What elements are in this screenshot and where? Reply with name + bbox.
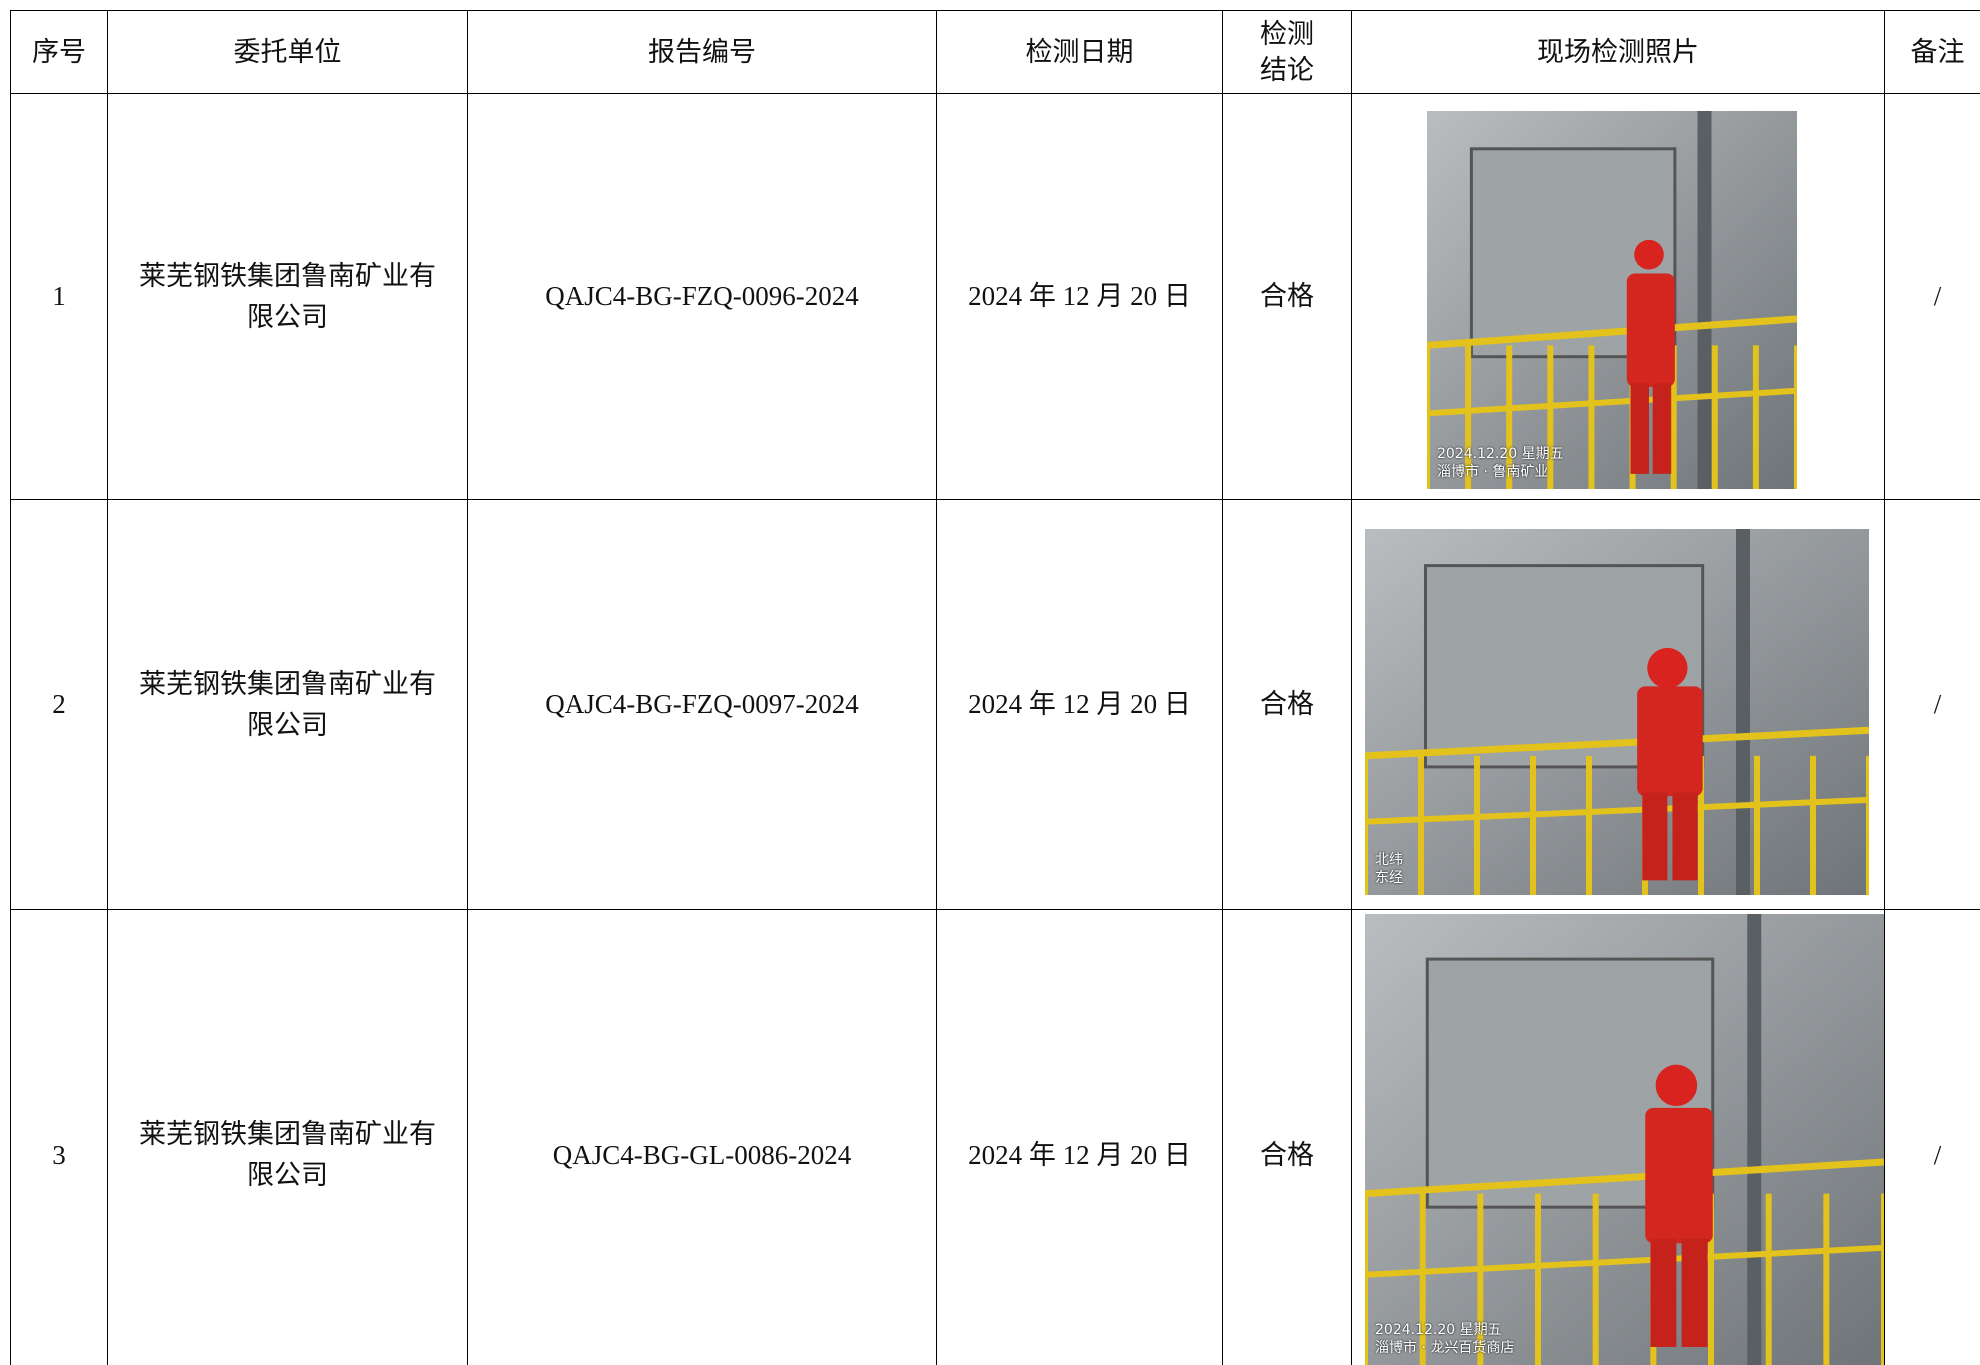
- client-text: 莱芜钢铁集团鲁南矿业有限公司: [139, 260, 436, 332]
- seq: 1: [10, 93, 107, 499]
- photo-cell: [1351, 909, 1884, 1365]
- remark: /: [1884, 93, 1980, 499]
- client-text: 莱芜钢铁集团鲁南矿业有限公司: [139, 1119, 436, 1190]
- remark: /: [1884, 909, 1980, 1365]
- site-photo: 2024.12.20 星期五 淄博市 · 鲁南矿业: [1427, 111, 1797, 489]
- seq-text: 3: [52, 1139, 66, 1170]
- photo-cell: [1351, 499, 1884, 909]
- watermark-line: 淄博市 · 鲁南矿业: [1437, 464, 1549, 480]
- conclusion: 合格: [1222, 93, 1351, 499]
- header-conclusion: 检测结论: [1222, 10, 1351, 93]
- report-no: QAJC4-BG-FZQ-0097-2024: [467, 499, 936, 909]
- photo-watermark: 2024.12.20 星期五 淄博市 · 鲁南矿业: [1437, 445, 1564, 481]
- remark-text: /: [1933, 1139, 1942, 1170]
- seq: 3: [10, 909, 107, 1365]
- header-date: 检测日期: [936, 10, 1222, 93]
- seq: 2: [10, 499, 107, 909]
- date-text: 2024 年 12 月 20 日: [968, 689, 1191, 719]
- client: 莱芜钢铁集团鲁南矿业有限公司: [107, 909, 467, 1365]
- client: 莱芜钢铁集团鲁南矿业有限公司: [107, 93, 467, 499]
- report-no: QAJC4-BG-GL-0086-2024: [467, 909, 936, 1365]
- date: 2024 年 12 月 20 日: [936, 93, 1222, 499]
- conclusion: 合格: [1222, 499, 1351, 909]
- header-remark-text: 备注: [1910, 37, 1965, 67]
- watermark-line: 淄博市 · 龙兴百货商店: [1375, 1340, 1515, 1356]
- date: 2024 年 12 月 20 日: [936, 499, 1222, 909]
- conclusion-text: 合格: [1260, 1139, 1314, 1170]
- photo-cell: [1351, 93, 1884, 499]
- photo-image: [1365, 529, 1869, 895]
- report-no-text: QAJC4-BG-FZQ-0097-2024: [545, 689, 859, 719]
- header-client: 委托单位: [107, 10, 467, 93]
- header-seq-text: 序号: [32, 37, 86, 67]
- date-text: 2024 年 12 月 20 日: [968, 1139, 1191, 1170]
- seq-text: 1: [52, 281, 66, 311]
- header-photo: 现场检测照片: [1351, 10, 1884, 93]
- site-photo: 2024.12.20 星期五 淄博市 · 龙兴百货商店: [1365, 914, 1884, 1365]
- photo-image: [1365, 914, 1884, 1365]
- photo-image: [1427, 111, 1797, 489]
- client: 莱芜钢铁集团鲁南矿业有限公司: [107, 499, 467, 909]
- date-text: 2024 年 12 月 20 日: [968, 281, 1191, 311]
- report-no: QAJC4-BG-FZQ-0096-2024: [467, 93, 936, 499]
- site-photo: 北纬 东经: [1365, 529, 1869, 895]
- header-client-text: 委托单位: [233, 37, 342, 67]
- photo-watermark: 北纬 东经: [1375, 851, 1403, 887]
- conclusion: 合格: [1222, 909, 1351, 1365]
- report-no-text: QAJC4-BG-GL-0086-2024: [552, 1139, 852, 1170]
- header-report-no: 报告编号: [467, 10, 936, 93]
- seq-text: 2: [52, 689, 66, 719]
- header-conclusion-text: 检测结论: [1260, 19, 1314, 85]
- remark: /: [1884, 499, 1980, 909]
- remark-text: /: [1933, 281, 1942, 311]
- photo-watermark: 2024.12.20 星期五 淄博市 · 龙兴百货商店: [1375, 1321, 1514, 1357]
- report-no-text: QAJC4-BG-FZQ-0096-2024: [545, 281, 859, 311]
- watermark-line: 东经: [1375, 870, 1403, 886]
- client-text: 莱芜钢铁集团鲁南矿业有限公司: [139, 668, 436, 740]
- header-photo-text: 现场检测照片: [1537, 37, 1699, 67]
- watermark-line: 2024.12.20 星期五: [1437, 446, 1564, 462]
- date: 2024 年 12 月 20 日: [936, 909, 1222, 1365]
- header-remark: 备注: [1884, 10, 1980, 93]
- remark-text: /: [1933, 689, 1942, 719]
- header-report-no-text: 报告编号: [648, 37, 756, 67]
- watermark-line: 北纬: [1375, 852, 1403, 868]
- watermark-line: 2024.12.20 星期五: [1375, 1322, 1502, 1338]
- header-date-text: 检测日期: [1025, 37, 1134, 67]
- header-seq: 序号: [10, 10, 107, 93]
- conclusion-text: 合格: [1260, 281, 1314, 311]
- conclusion-text: 合格: [1260, 689, 1314, 719]
